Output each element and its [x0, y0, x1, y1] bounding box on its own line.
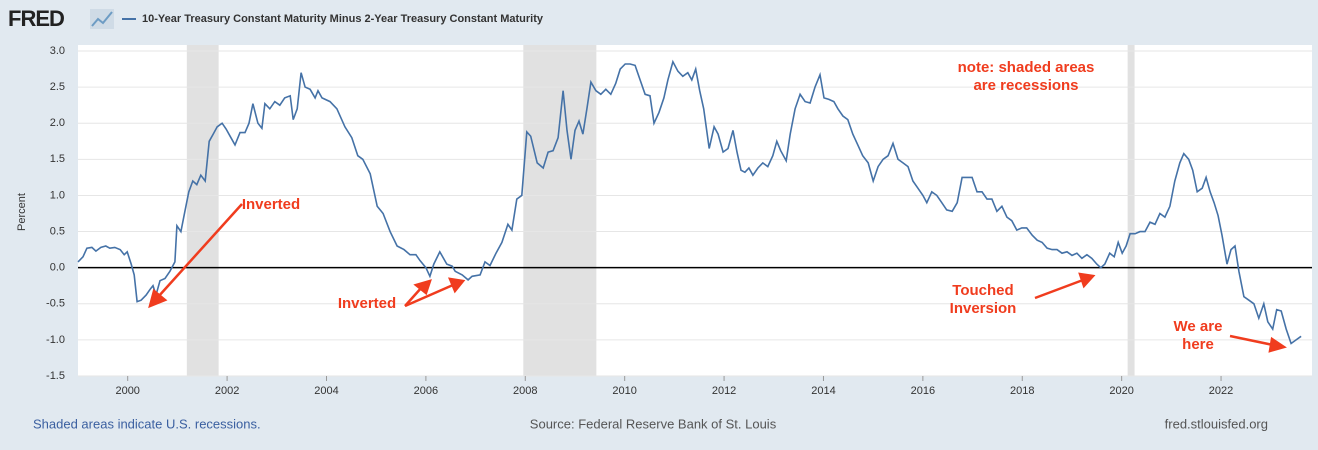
- x-tick-label: 2022: [1209, 385, 1233, 397]
- arrows: [148, 203, 1287, 353]
- legend-label: 10-Year Treasury Constant Maturity Minus…: [142, 13, 544, 25]
- series-line: [77, 59, 1302, 345]
- annotation: Inverted: [242, 196, 300, 213]
- x-tick-label: 2002: [215, 385, 239, 397]
- x-tick-label: 2010: [612, 385, 636, 397]
- annotation: note: shaded areas: [958, 59, 1095, 76]
- footer-source: Source: Federal Reserve Bank of St. Loui…: [530, 416, 777, 431]
- x-tick-label: 2000: [115, 385, 139, 397]
- y-axis-label: Percent: [16, 193, 28, 231]
- footer-note[interactable]: Shaded areas indicate U.S. recessions.: [33, 416, 261, 431]
- y-tick-label: 2.0: [50, 117, 65, 129]
- y-tick-label: 2.5: [50, 81, 65, 93]
- y-tick-label: -1.0: [46, 334, 65, 346]
- annotation: Touched: [952, 282, 1013, 299]
- y-tick-label: 0.0: [50, 262, 65, 274]
- y-tick-label: 1.0: [50, 189, 65, 201]
- x-tick-label: 2004: [314, 385, 338, 397]
- x-tick-label: 2020: [1109, 385, 1133, 397]
- annotation: Inversion: [950, 300, 1017, 317]
- x-tick-label: 2008: [513, 385, 537, 397]
- x-tick-label: 2012: [712, 385, 736, 397]
- y-tick-label: 3.0: [50, 45, 65, 57]
- y-tick-label: -1.5: [46, 370, 65, 382]
- logo: FRED: [8, 6, 64, 31]
- logo-icon: [90, 9, 114, 29]
- recession-band: [1127, 45, 1135, 376]
- x-tick-label: 2006: [414, 385, 438, 397]
- annotation: are recessions: [973, 77, 1078, 94]
- x-tick-label: 2018: [1010, 385, 1034, 397]
- recession-band: [186, 45, 219, 376]
- y-tick-label: 0.5: [50, 225, 65, 237]
- x-tick-label: 2016: [911, 385, 935, 397]
- y-tick-label: 1.5: [50, 153, 65, 165]
- annotation: here: [1182, 336, 1214, 353]
- annotation: We are: [1174, 318, 1223, 335]
- x-tick-label: 2014: [811, 385, 835, 397]
- recession-band: [523, 45, 597, 376]
- annotation: Inverted: [338, 295, 396, 312]
- footer-site[interactable]: fred.stlouisfed.org: [1165, 416, 1268, 431]
- y-tick-label: -0.5: [46, 298, 65, 310]
